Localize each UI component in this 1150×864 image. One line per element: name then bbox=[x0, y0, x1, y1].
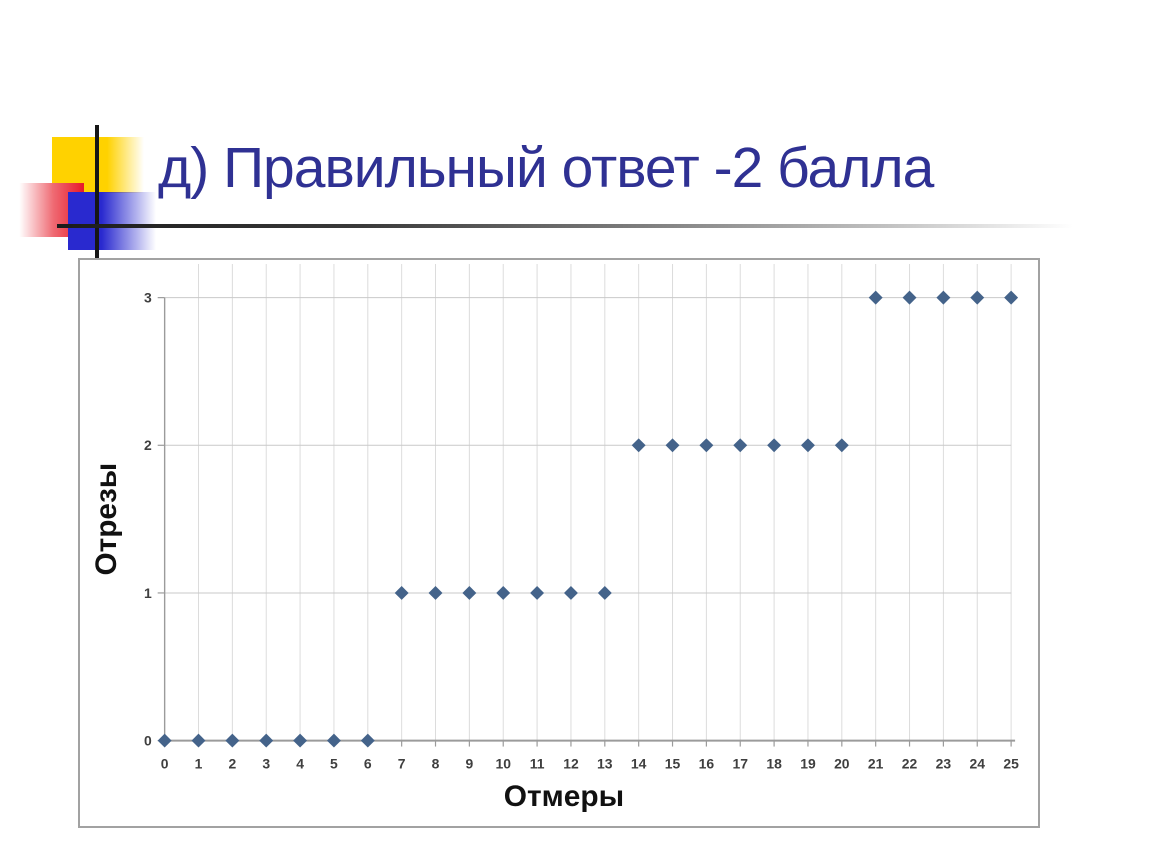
svg-text:5: 5 bbox=[330, 755, 338, 771]
svg-text:20: 20 bbox=[834, 755, 850, 771]
y-tick-labels: 0 1 2 3 bbox=[144, 290, 152, 749]
data-point-marker bbox=[868, 290, 883, 305]
data-point-marker bbox=[936, 290, 951, 305]
chart-frame: 0 1 2 3 4 5 6 7 8 9 10 11 12 13 14 15 16 17 18 19 20 21 22 23 24… bbox=[78, 258, 1040, 828]
data-point-marker bbox=[563, 585, 578, 600]
data-point-marker bbox=[462, 585, 477, 600]
svg-text:15: 15 bbox=[665, 755, 681, 771]
data-points bbox=[157, 290, 1019, 748]
data-point-marker bbox=[394, 585, 409, 600]
svg-text:2: 2 bbox=[144, 437, 152, 453]
data-point-marker bbox=[902, 290, 917, 305]
data-point-marker bbox=[597, 585, 612, 600]
data-point-marker bbox=[326, 733, 341, 748]
data-point-marker bbox=[1004, 290, 1019, 305]
crosshair-vertical-line bbox=[95, 125, 99, 258]
y-axis-title: Отрезы bbox=[90, 463, 123, 576]
x-tick-labels: 0 1 2 3 4 5 6 7 8 9 10 11 12 13 14 15 16 17 18 19 20 21 22 23 24… bbox=[161, 755, 1019, 771]
data-point-marker bbox=[970, 290, 985, 305]
svg-text:1: 1 bbox=[144, 585, 152, 601]
svg-text:3: 3 bbox=[262, 755, 270, 771]
data-point-marker bbox=[767, 438, 782, 453]
data-point-marker bbox=[733, 438, 748, 453]
data-point-marker bbox=[800, 438, 815, 453]
data-point-marker bbox=[225, 733, 240, 748]
svg-text:24: 24 bbox=[970, 755, 986, 771]
svg-text:17: 17 bbox=[732, 755, 748, 771]
data-point-marker bbox=[665, 438, 680, 453]
axis-ticks bbox=[157, 297, 1012, 747]
slide-title: д) Правильный ответ -2 балла bbox=[158, 136, 934, 200]
svg-text:4: 4 bbox=[296, 755, 304, 771]
vertical-gridlines bbox=[198, 263, 1012, 741]
svg-text:16: 16 bbox=[699, 755, 715, 771]
svg-text:10: 10 bbox=[495, 755, 511, 771]
svg-text:25: 25 bbox=[1003, 755, 1019, 771]
title-underline-rule bbox=[57, 224, 1073, 228]
svg-text:21: 21 bbox=[868, 755, 884, 771]
svg-text:13: 13 bbox=[597, 755, 613, 771]
data-point-marker bbox=[259, 733, 274, 748]
axes bbox=[163, 297, 1016, 742]
data-point-marker bbox=[157, 733, 172, 748]
svg-text:9: 9 bbox=[466, 755, 474, 771]
svg-text:1: 1 bbox=[195, 755, 203, 771]
svg-text:14: 14 bbox=[631, 755, 647, 771]
data-point-marker bbox=[191, 733, 206, 748]
data-point-marker bbox=[530, 585, 545, 600]
svg-text:0: 0 bbox=[144, 733, 152, 749]
svg-text:6: 6 bbox=[364, 755, 372, 771]
blue-square-decoration bbox=[68, 192, 156, 250]
svg-text:7: 7 bbox=[398, 755, 406, 771]
svg-text:12: 12 bbox=[563, 755, 579, 771]
data-point-marker bbox=[699, 438, 714, 453]
x-axis-title: Отмеры bbox=[504, 780, 624, 813]
svg-text:0: 0 bbox=[161, 755, 169, 771]
svg-text:22: 22 bbox=[902, 755, 918, 771]
svg-text:23: 23 bbox=[936, 755, 952, 771]
data-point-marker bbox=[631, 438, 646, 453]
data-point-marker bbox=[360, 733, 375, 748]
svg-text:19: 19 bbox=[800, 755, 816, 771]
scatter-chart: 0 1 2 3 4 5 6 7 8 9 10 11 12 13 14 15 16 17 18 19 20 21 22 23 24… bbox=[90, 263, 1019, 813]
svg-text:2: 2 bbox=[228, 755, 236, 771]
data-point-marker bbox=[293, 733, 308, 748]
data-point-marker bbox=[496, 585, 511, 600]
data-point-marker bbox=[428, 585, 443, 600]
svg-text:18: 18 bbox=[766, 755, 782, 771]
data-point-marker bbox=[834, 438, 849, 453]
svg-text:8: 8 bbox=[432, 755, 440, 771]
svg-text:11: 11 bbox=[530, 755, 545, 771]
svg-text:3: 3 bbox=[144, 290, 152, 306]
horizontal-gridlines bbox=[164, 297, 1012, 594]
